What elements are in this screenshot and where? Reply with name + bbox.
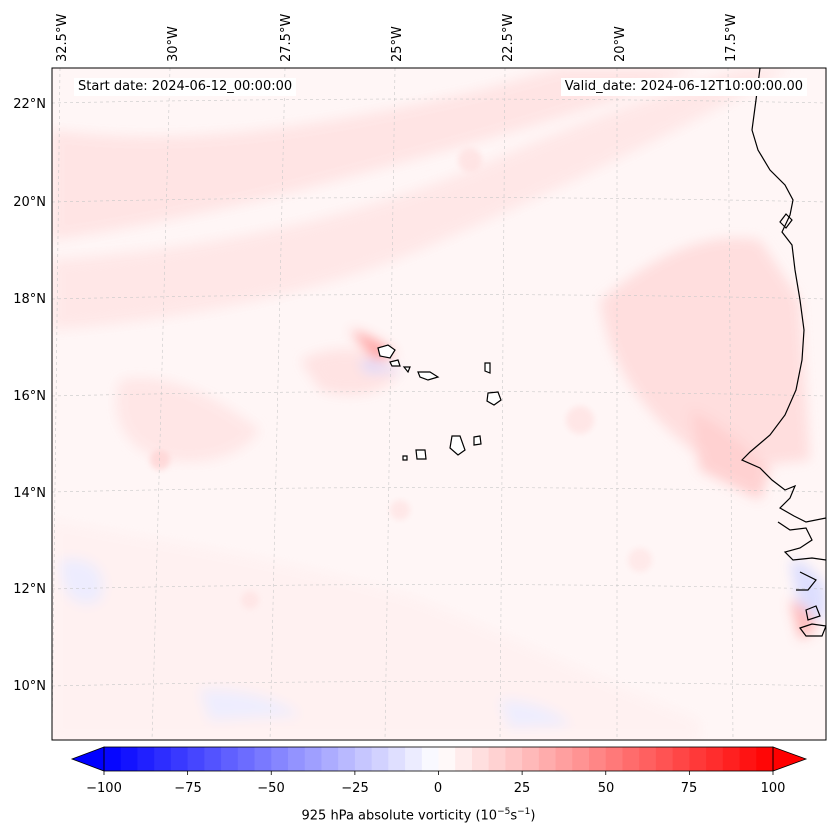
- islands: [377, 344, 502, 461]
- map-frame: [51, 67, 827, 741]
- colorbar-level: [304, 747, 322, 771]
- lon-label: 27.5°W: [279, 14, 294, 62]
- coastline: [740, 68, 826, 637]
- colorbar-tick: 25: [514, 781, 531, 796]
- colorbar-tick: −75: [174, 781, 201, 796]
- lon-label: 22.5°W: [501, 14, 516, 62]
- colorbar-level: [271, 747, 289, 771]
- colorbar-level: [605, 747, 623, 771]
- colorbar-level: [572, 747, 590, 771]
- colorbar-tick: 75: [681, 781, 698, 796]
- colorbar-level: [254, 747, 272, 771]
- lon-label: 17.5°W: [724, 14, 739, 62]
- lon-label: 20°W: [613, 26, 628, 62]
- colorbar-tick: −25: [341, 781, 368, 796]
- latitude-labels: 22°N 20°N 18°N 16°N 14°N 12°N 10°N: [13, 97, 46, 694]
- colorbar-label-text: 925 hPa absolute vorticity (10: [301, 808, 498, 824]
- colorbar-level: [455, 747, 473, 771]
- colorbar-level: [421, 747, 439, 771]
- colorbar-level: [354, 747, 373, 771]
- lat-label: 10°N: [13, 679, 46, 694]
- colorbar-level: [555, 747, 573, 771]
- vorticity-field: [52, 68, 826, 740]
- lat-label: 18°N: [13, 292, 46, 307]
- colorbar-label-end: ): [530, 808, 536, 824]
- colorbar-extend-max: [772, 746, 808, 772]
- valid-date-label: Valid_date: 2024-06-12T10:00:00.00: [560, 78, 807, 96]
- colorbar-level: [706, 747, 724, 771]
- lat-label: 14°N: [13, 486, 46, 501]
- colorbar-label-exp1: −5: [497, 807, 511, 817]
- lat-label: 20°N: [13, 195, 46, 210]
- colorbar-label: 925 hPa absolute vorticity (10−5s−1): [0, 807, 837, 823]
- colorbar-tick: 100: [761, 781, 786, 796]
- colorbar: [70, 746, 808, 775]
- colorbar-level: [338, 747, 356, 771]
- lon-label: 25°W: [390, 26, 405, 62]
- colorbar-level: [388, 747, 406, 771]
- colorbar-level: [505, 747, 523, 771]
- colorbar-level: [438, 747, 456, 771]
- colorbar-level: [756, 747, 774, 771]
- lon-label: 32.5°W: [55, 14, 70, 62]
- colorbar-level: [589, 747, 607, 771]
- colorbar-level: [538, 747, 557, 771]
- colorbar-level: [221, 747, 239, 771]
- lat-label: 12°N: [13, 582, 46, 597]
- lat-label: 16°N: [13, 389, 46, 404]
- colorbar-level: [371, 747, 389, 771]
- colorbar-level: [204, 747, 222, 771]
- colorbar-level: [170, 747, 189, 771]
- colorbar-level: [287, 747, 306, 771]
- lat-label: 22°N: [13, 97, 46, 112]
- start-date-label: Start date: 2024-06-12_00:00:00: [74, 78, 297, 96]
- colorbar-ticks: −100 −75 −50 −25 0 25 50 75 100: [86, 781, 785, 796]
- colorbar-level: [488, 747, 506, 771]
- colorbar-tick: 0: [434, 781, 442, 796]
- colorbar-level: [722, 747, 741, 771]
- lon-label: 30°W: [166, 26, 181, 62]
- colorbar-level: [154, 747, 172, 771]
- colorbar-extend-min: [70, 746, 105, 772]
- colorbar-level: [522, 747, 540, 771]
- colorbar-label-exp2: −1: [517, 807, 531, 817]
- colorbar-level: [187, 747, 205, 771]
- colorbar-level: [672, 747, 690, 771]
- colorbar-level: [104, 747, 122, 771]
- colorbar-level: [405, 747, 423, 771]
- colorbar-label-unit: s: [510, 808, 518, 824]
- colorbar-level: [120, 747, 138, 771]
- colorbar-tick: −50: [257, 781, 284, 796]
- colorbar-level: [321, 747, 339, 771]
- longitude-labels: 32.5°W 30°W 27.5°W 25°W 22.5°W 20°W 17.5…: [55, 14, 739, 62]
- colorbar-tick: −100: [86, 781, 122, 796]
- colorbar-level: [655, 747, 674, 771]
- colorbar-level: [639, 747, 657, 771]
- colorbar-level: [137, 747, 155, 771]
- colorbar-level: [622, 747, 640, 771]
- colorbar-tick: 50: [598, 781, 615, 796]
- colorbar-level: [739, 747, 757, 771]
- colorbar-level: [471, 747, 490, 771]
- graticule: [52, 68, 826, 740]
- colorbar-level: [237, 747, 256, 771]
- colorbar-level: [689, 747, 707, 771]
